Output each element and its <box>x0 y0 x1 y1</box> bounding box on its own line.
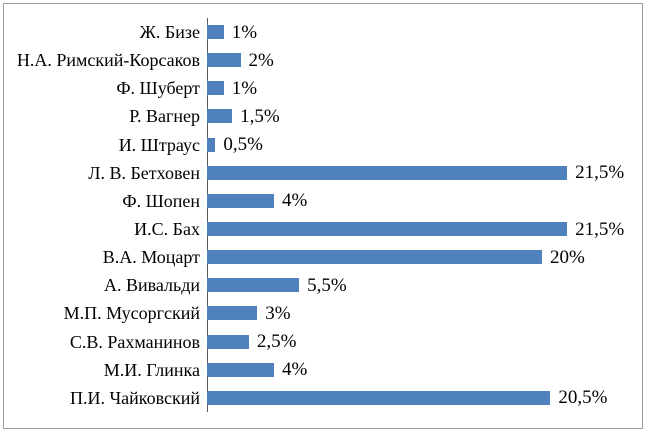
bar-track: 4% <box>207 356 640 384</box>
bar <box>207 390 551 405</box>
chart-row: А. Вивальди 5,5% <box>4 271 640 299</box>
value-label: 4% <box>282 359 308 381</box>
bar <box>207 306 258 321</box>
value-label: 20,5% <box>558 387 608 409</box>
bar-track: 5,5% <box>207 271 640 299</box>
bar <box>207 109 233 124</box>
category-label: И. Штраус <box>118 134 200 155</box>
value-label: 1% <box>231 77 258 99</box>
bar-track: 2,5% <box>207 328 640 356</box>
bar <box>207 193 274 208</box>
category-label: Р. Вагнер <box>129 106 200 127</box>
bar-track: 1% <box>207 18 640 46</box>
category-label: П.И. Чайковский <box>69 387 200 408</box>
category-label: Л. В. Бетховен <box>88 162 200 183</box>
chart-row: Ф. Шуберт 1% <box>4 74 640 102</box>
bar <box>207 250 542 265</box>
bar-track: 1% <box>207 74 640 102</box>
chart-row: П.И. Чайковский 20,5% <box>4 384 640 412</box>
bar-track: 4% <box>207 187 640 215</box>
bar <box>207 222 568 237</box>
bar-track: 3% <box>207 299 640 327</box>
value-label: 20% <box>550 246 585 268</box>
bar <box>207 53 241 68</box>
category-label: Ж. Бизе <box>139 22 200 43</box>
bar-track: 1,5% <box>207 102 640 130</box>
value-label: 5,5% <box>307 274 347 296</box>
bar-track: 21,5% <box>207 215 640 243</box>
bar-track: 20,5% <box>207 384 640 412</box>
bar <box>207 137 216 152</box>
bar-track: 2% <box>207 46 640 74</box>
value-label: 0,5% <box>223 134 263 156</box>
chart-row: Ф. Шопен 4% <box>4 187 640 215</box>
category-axis-line <box>207 18 208 412</box>
category-label: В.А. Моцарт <box>102 247 200 268</box>
chart-row: Н.А. Римский-Корсаков 2% <box>4 46 640 74</box>
bar <box>207 81 224 96</box>
chart-row: М.И. Глинка 4% <box>4 356 640 384</box>
category-label: А. Вивальди <box>103 275 200 296</box>
bar <box>207 278 300 293</box>
chart-row: Ж. Бизе 1% <box>4 18 640 46</box>
category-label: И.С. Бах <box>134 219 200 240</box>
bar-track: 21,5% <box>207 159 640 187</box>
value-label: 1% <box>231 21 258 43</box>
bar <box>207 362 274 377</box>
value-label: 1,5% <box>240 105 280 127</box>
category-label: Ф. Шуберт <box>116 78 200 99</box>
chart-row: И. Штраус 0,5% <box>4 131 640 159</box>
plot-area: Ж. Бизе 1% Н.А. Римский-Корсаков 2% Ф. Шубер… <box>4 18 640 412</box>
category-label: Ф. Шопен <box>122 190 200 211</box>
category-label: Н.А. Римский-Корсаков <box>16 50 200 71</box>
value-label: 21,5% <box>575 162 625 184</box>
bar-track: 0,5% <box>207 131 640 159</box>
chart-row: С.В. Рахманинов 2,5% <box>4 328 640 356</box>
chart-row: И.С. Бах 21,5% <box>4 215 640 243</box>
value-label: 4% <box>282 190 308 212</box>
bar-track: 20% <box>207 243 640 271</box>
chart-row: Р. Вагнер 1,5% <box>4 102 640 130</box>
bar <box>207 25 224 40</box>
bar-chart: Ж. Бизе 1% Н.А. Римский-Корсаков 2% Ф. Шубер… <box>3 3 643 429</box>
bar <box>207 334 249 349</box>
chart-row: Л. В. Бетховен 21,5% <box>4 159 640 187</box>
value-label: 3% <box>265 302 291 324</box>
category-label: М.П. Мусоргский <box>63 303 200 324</box>
chart-row: В.А. Моцарт 20% <box>4 243 640 271</box>
category-label: М.И. Глинка <box>103 359 200 380</box>
value-label: 2% <box>248 49 274 71</box>
category-label: С.В. Рахманинов <box>69 331 200 352</box>
chart-row: М.П. Мусоргский 3% <box>4 299 640 327</box>
bar <box>207 165 568 180</box>
value-label: 2,5% <box>256 331 297 353</box>
value-label: 21,5% <box>575 218 625 240</box>
